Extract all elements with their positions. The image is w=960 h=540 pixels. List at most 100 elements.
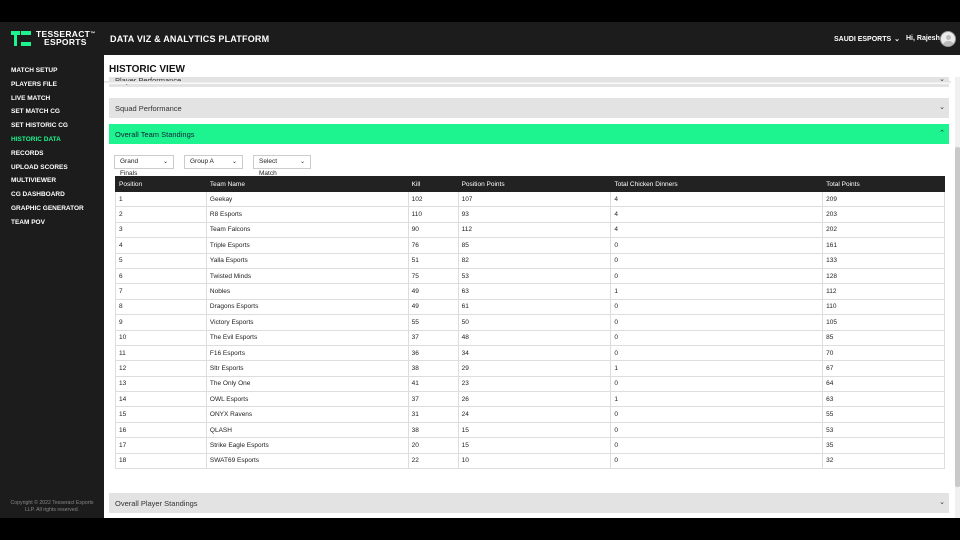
org-selector[interactable]: SAUDI ESPORTS ⌄ [834, 35, 900, 43]
table-cell: 0 [610, 452, 824, 470]
chevron-down-icon: ⌄ [299, 159, 305, 165]
table-cell: QLASH [205, 421, 409, 439]
table-cell: 37 [407, 329, 459, 346]
table-cell: The Evil Esports [205, 329, 409, 346]
table-cell: 15 [457, 437, 612, 454]
scrollbar-thumb[interactable] [955, 147, 960, 487]
table-cell: 203 [822, 206, 945, 223]
table-row: 10 The Evil Esports 37 48 0 85 [115, 329, 945, 346]
table-cell: Geekay [205, 190, 409, 208]
accordion-overall-player-standings[interactable]: Overall Player Standings ⌄ [109, 493, 949, 513]
group-select[interactable]: Group A ⌄ [184, 155, 243, 169]
table-cell: 24 [457, 406, 612, 423]
table-cell: 32 [822, 452, 945, 470]
scrollbar[interactable] [955, 77, 960, 518]
accordion-label: Player Performance [115, 76, 181, 85]
group-select-value: Group A [190, 158, 214, 165]
table-cell: 70 [822, 344, 945, 362]
table-cell: 48 [457, 329, 612, 346]
accordion-overall-team-standings[interactable]: Overall Team Standings ⌃ [109, 124, 949, 144]
table-cell: 202 [822, 221, 945, 239]
table-cell: 49 [407, 298, 459, 316]
sidebar-item-multiviewer[interactable]: MULTIVIEWER [11, 177, 57, 185]
sidebar-item-match-setup[interactable]: MATCH SETUP [11, 67, 58, 74]
filter-bar: Grand Finals ⌄ Group A ⌄ Select Match ⌄ [114, 155, 311, 177]
table-cell: 18 [115, 452, 207, 470]
stage-select-value: Grand Finals [120, 158, 139, 177]
sidebar-item-upload-scores[interactable]: UPLOAD SCORES [11, 163, 68, 171]
user-avatar-icon[interactable] [940, 31, 956, 47]
copyright-line-1: Copyright © 2022 Tesseract Esports [10, 500, 94, 506]
table-cell: 7 [115, 283, 207, 300]
sidebar: MATCH SETUP PLAYERS FILE LIVE MATCH SET … [0, 55, 104, 518]
stage-select[interactable]: Grand Finals ⌄ [114, 155, 174, 177]
table-row: 12 Sltr Esports 38 29 1 67 [115, 360, 945, 377]
match-select[interactable]: Select Match ⌄ [253, 155, 311, 177]
table-cell: 14 [115, 391, 207, 408]
org-selector-label: SAUDI ESPORTS [834, 36, 892, 43]
chevron-up-icon: ⌃ [939, 130, 945, 137]
table-cell: 4 [610, 190, 824, 208]
copyright-line-2: LLP. All rights reserved. [24, 507, 80, 513]
table-cell: 93 [457, 206, 612, 223]
table-cell: 35 [822, 437, 945, 454]
table-cell: 15 [115, 406, 207, 423]
table-cell: 107 [457, 190, 612, 208]
table-cell: Nobles [205, 283, 409, 300]
table-row: 5 Yalla Esports 51 82 0 133 [115, 252, 945, 269]
table-cell: 29 [457, 360, 612, 377]
table-cell: 55 [822, 406, 945, 423]
page-title: HISTORIC VIEW [109, 60, 954, 77]
table-row: 11 F16 Esports 36 34 0 70 [115, 344, 945, 362]
sidebar-item-live-match[interactable]: LIVE MATCH [11, 94, 51, 102]
table-cell: OWL Esports [205, 391, 409, 408]
table-cell: 209 [822, 190, 945, 208]
table-cell: Sltr Esports [205, 360, 409, 377]
accordion-squad-performance[interactable]: Squad Performance ⌄ [109, 98, 949, 118]
table-cell: 53 [457, 267, 612, 285]
chevron-down-icon: ⌄ [939, 499, 945, 506]
table-cell: Triple Esports [205, 237, 409, 254]
table-cell: 12 [115, 360, 207, 377]
logo-line-2: ESPORTS [44, 37, 87, 47]
table-row: 14 OWL Esports 37 26 1 63 [115, 391, 945, 408]
table-cell: 0 [610, 267, 824, 285]
table-cell: 8 [115, 298, 207, 316]
table-cell: 34 [457, 344, 612, 362]
table-cell: 37 [407, 391, 459, 408]
table-cell: ONYX Ravens [205, 406, 409, 423]
sidebar-item-historic-data[interactable]: HISTORIC DATA [11, 135, 61, 143]
table-cell: 0 [610, 252, 824, 269]
table-cell: 10 [457, 452, 612, 470]
sidebar-item-graphic-generator[interactable]: GRAPHIC GENERATOR [11, 204, 84, 212]
table-cell: 1 [610, 360, 824, 377]
tesseract-logo[interactable]: TESSERACT™ ESPORTS [11, 30, 96, 46]
copyright: Copyright © 2022 Tesseract Esports LLP. … [4, 500, 100, 514]
table-cell: F16 Esports [205, 344, 409, 362]
table-cell: 36 [407, 344, 459, 362]
sidebar-item-team-pov[interactable]: TEAM POV [11, 218, 45, 226]
table-cell: 85 [457, 237, 612, 254]
table-row: 16 QLASH 38 15 0 53 [115, 421, 945, 439]
tesseract-logo-icon [11, 30, 31, 46]
table-cell: 9 [115, 314, 207, 331]
table-cell: 26 [457, 391, 612, 408]
table-cell: 75 [407, 267, 459, 285]
table-row: 2 R8 Esports 110 93 4 203 [115, 206, 945, 223]
table-cell: 82 [457, 252, 612, 269]
sidebar-item-set-match-cg[interactable]: SET MATCH CG [11, 108, 60, 116]
table-cell: 64 [822, 375, 945, 393]
table-cell: R8 Esports [205, 206, 409, 223]
sidebar-item-set-historic-cg[interactable]: SET HISTORIC CG [11, 122, 68, 130]
chevron-down-icon: ⌄ [939, 104, 945, 111]
sidebar-item-cg-dashboard[interactable]: CG DASHBOARD [11, 191, 65, 199]
table-row: 15 ONYX Ravens 31 24 0 55 [115, 406, 945, 423]
sidebar-item-players-file[interactable]: PLAYERS FILE [11, 80, 57, 88]
table-cell: 63 [457, 283, 612, 300]
sidebar-nav: MATCH SETUP PLAYERS FILE LIVE MATCH SET … [0, 55, 104, 233]
table-cell: 4 [610, 221, 824, 239]
table-cell: 133 [822, 252, 945, 269]
sidebar-item-records[interactable]: RECORDS [11, 149, 44, 157]
table-cell: 3 [115, 221, 207, 239]
table-cell: 85 [822, 329, 945, 346]
